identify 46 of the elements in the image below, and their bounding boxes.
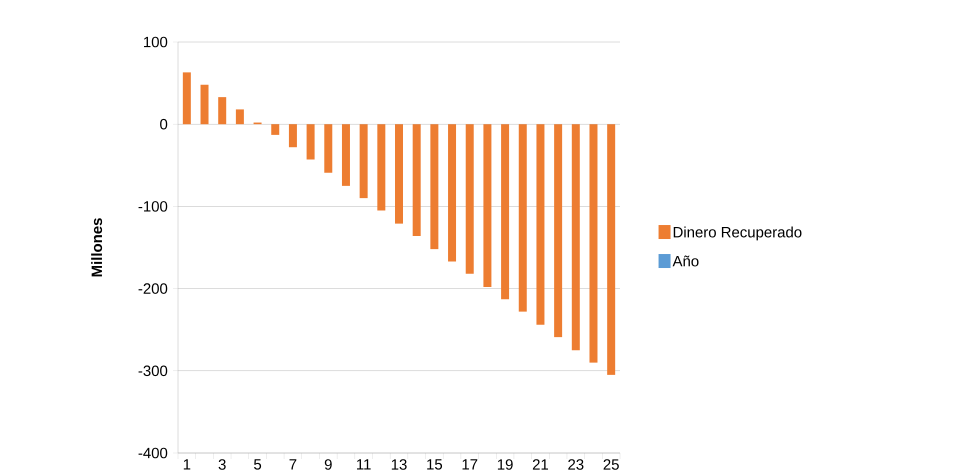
- y-tick-label: -200: [138, 283, 168, 294]
- y-tick-label: -300: [138, 366, 168, 376]
- bar: [501, 124, 510, 300]
- bar: [466, 124, 474, 274]
- y-tick-label: -100: [138, 201, 168, 212]
- x-tick-label: 9: [324, 459, 332, 470]
- bar: [448, 124, 456, 262]
- bar: [236, 109, 244, 124]
- bar: [430, 124, 438, 250]
- x-tick-label: 23: [568, 459, 584, 470]
- x-tick-label: 25: [604, 459, 619, 470]
- bar: [306, 124, 315, 160]
- x-tick-label: 13: [392, 459, 407, 470]
- x-tick-label: 1: [184, 459, 190, 470]
- x-tick-label: 17: [462, 459, 478, 470]
- y-tick-label: -400: [138, 448, 168, 458]
- x-tick-label: 7: [290, 459, 296, 470]
- bar: [271, 124, 280, 135]
- bar: [182, 72, 191, 124]
- bar: [607, 124, 616, 375]
- x-tick-label: 5: [254, 459, 262, 470]
- bar: [395, 124, 404, 224]
- bar: [483, 124, 492, 287]
- x-tick-label: 3: [218, 459, 226, 470]
- bar: [572, 124, 580, 350]
- x-tick-label: 19: [498, 459, 513, 470]
- bar: [288, 124, 297, 148]
- legend-label: Dinero Recuperado: [674, 226, 802, 240]
- x-tick-label: 15: [427, 459, 442, 470]
- y-tick-label: 0: [160, 118, 168, 130]
- bar: [218, 97, 226, 124]
- y-axis-title: Millones: [91, 218, 102, 276]
- bar: [377, 124, 386, 211]
- bar: [518, 124, 527, 312]
- bar: [342, 124, 350, 186]
- y-tick-label: 100: [144, 36, 168, 48]
- bar: [554, 124, 562, 338]
- bar: [360, 124, 368, 198]
- bar: [324, 124, 332, 173]
- bar: [200, 84, 209, 124]
- legend-label: Año: [672, 256, 699, 266]
- x-tick-label: 21: [532, 459, 548, 470]
- bar: [589, 124, 598, 363]
- bar: [536, 124, 544, 325]
- bar: [412, 124, 421, 236]
- x-tick-label: 11: [357, 459, 371, 470]
